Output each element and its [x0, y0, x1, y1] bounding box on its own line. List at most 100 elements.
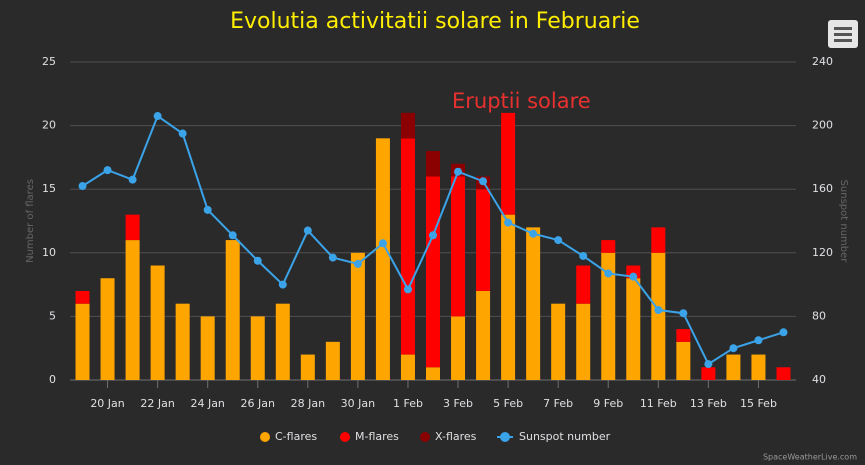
sunspot-point [153, 112, 162, 121]
sunspot-point [253, 256, 262, 265]
bar-segment [426, 176, 440, 368]
bar-segment [676, 341, 691, 380]
legend-label: Sunspot number [519, 430, 611, 443]
sunspot-point [178, 129, 187, 138]
bar-segment [426, 151, 440, 177]
sunspot-point [604, 269, 613, 278]
bar-segment [150, 265, 165, 380]
x-tick-label: 9 Feb [593, 397, 623, 410]
bar-segment [451, 176, 466, 317]
sunspot-point [328, 253, 337, 262]
bar-segment [400, 138, 415, 355]
bar-segment [400, 112, 415, 139]
x-tick-label: 1 Feb [393, 397, 423, 410]
bar-segment [275, 303, 290, 380]
sunspot-point [278, 280, 287, 289]
bar-segment [375, 138, 390, 380]
x-tick-label: 15 Feb [740, 397, 777, 410]
y-tick-label: 25 [42, 55, 56, 68]
sunspot-point [454, 167, 463, 176]
x-tick-label: 28 Jan [291, 397, 325, 410]
sunspot-point [78, 182, 87, 191]
y2-tick-label: 80 [812, 309, 826, 322]
sunspot-point [429, 231, 437, 240]
sunspot-point [704, 360, 713, 369]
sunspot-point [303, 226, 312, 235]
bar-segment [551, 303, 566, 380]
x-tick-label: 7 Feb [543, 397, 573, 410]
bar-segment [651, 252, 666, 380]
y-tick-label: 0 [49, 373, 56, 386]
sunspot-point [529, 229, 538, 238]
y2-tick-label: 240 [812, 55, 833, 68]
bar-segment [651, 227, 666, 253]
x-tick-label: 26 Jan [241, 397, 275, 410]
bar-segment [476, 290, 491, 380]
bar-segment [325, 341, 340, 380]
y2-axis-title: Sunspot number [838, 180, 849, 264]
sunspot-point [504, 218, 513, 227]
sunspot-point [403, 285, 412, 294]
legend-marker [500, 432, 510, 442]
sunspot-point [353, 259, 362, 268]
sunspot-point [479, 177, 488, 186]
bar-segment [751, 354, 766, 380]
y-tick-label: 15 [42, 182, 56, 195]
x-tick-label: 22 Jan [140, 397, 174, 410]
menu-bar [834, 27, 852, 30]
bar-segment [175, 303, 190, 380]
bar-segment [726, 354, 741, 380]
sunspot-point [103, 166, 112, 175]
sunspot-point [679, 309, 688, 318]
bar-segment [576, 303, 591, 380]
sunspot-point [203, 205, 212, 214]
bar-segment [701, 367, 716, 380]
bar-segment [300, 354, 315, 380]
bar-segment [75, 290, 90, 304]
y-tick-label: 5 [49, 309, 56, 322]
sunspot-point [228, 231, 237, 240]
bar-segment [676, 329, 691, 342]
sunspot-point [128, 175, 137, 184]
legend-label: C-flares [275, 430, 317, 443]
legend-marker [420, 432, 430, 442]
bar-segment [125, 214, 140, 241]
x-tick-label: 30 Jan [341, 397, 375, 410]
x-tick-label: 24 Jan [190, 397, 224, 410]
y-axis-title: Number of flares [25, 179, 36, 263]
bar-segment [476, 189, 491, 291]
menu-bar [834, 33, 852, 36]
bar-segment [75, 303, 90, 380]
bar-segment [526, 227, 541, 380]
y2-tick-label: 40 [812, 373, 826, 386]
y2-tick-label: 160 [812, 182, 833, 195]
bar-segment [451, 316, 466, 380]
bar-segment [426, 367, 440, 380]
sunspot-point [579, 251, 588, 260]
y2-tick-label: 120 [812, 246, 833, 259]
x-tick-label: 20 Jan [90, 397, 124, 410]
sunspot-point [629, 272, 638, 281]
bar-segment [100, 278, 115, 380]
sunspot-point [378, 239, 387, 248]
bar-segment [400, 354, 415, 380]
bar-segment [601, 240, 616, 253]
sunspot-point [729, 344, 738, 353]
y-tick-label: 20 [42, 119, 56, 132]
y-tick-label: 10 [42, 246, 56, 259]
bar-segment [250, 316, 265, 380]
bar-segment [576, 265, 591, 304]
sunspot-point [779, 328, 788, 337]
x-tick-label: 5 Feb [493, 397, 523, 410]
x-tick-label: 11 Feb [640, 397, 677, 410]
x-tick-label: 3 Feb [443, 397, 473, 410]
legend-marker [260, 432, 270, 442]
annotation: Eruptii solare [452, 89, 591, 113]
legend-marker [340, 432, 350, 442]
y2-tick-label: 200 [812, 119, 833, 132]
menu-button[interactable] [828, 20, 858, 48]
bar-segment [125, 240, 140, 380]
bar-segment [225, 240, 240, 380]
sunspot-point [654, 306, 663, 315]
